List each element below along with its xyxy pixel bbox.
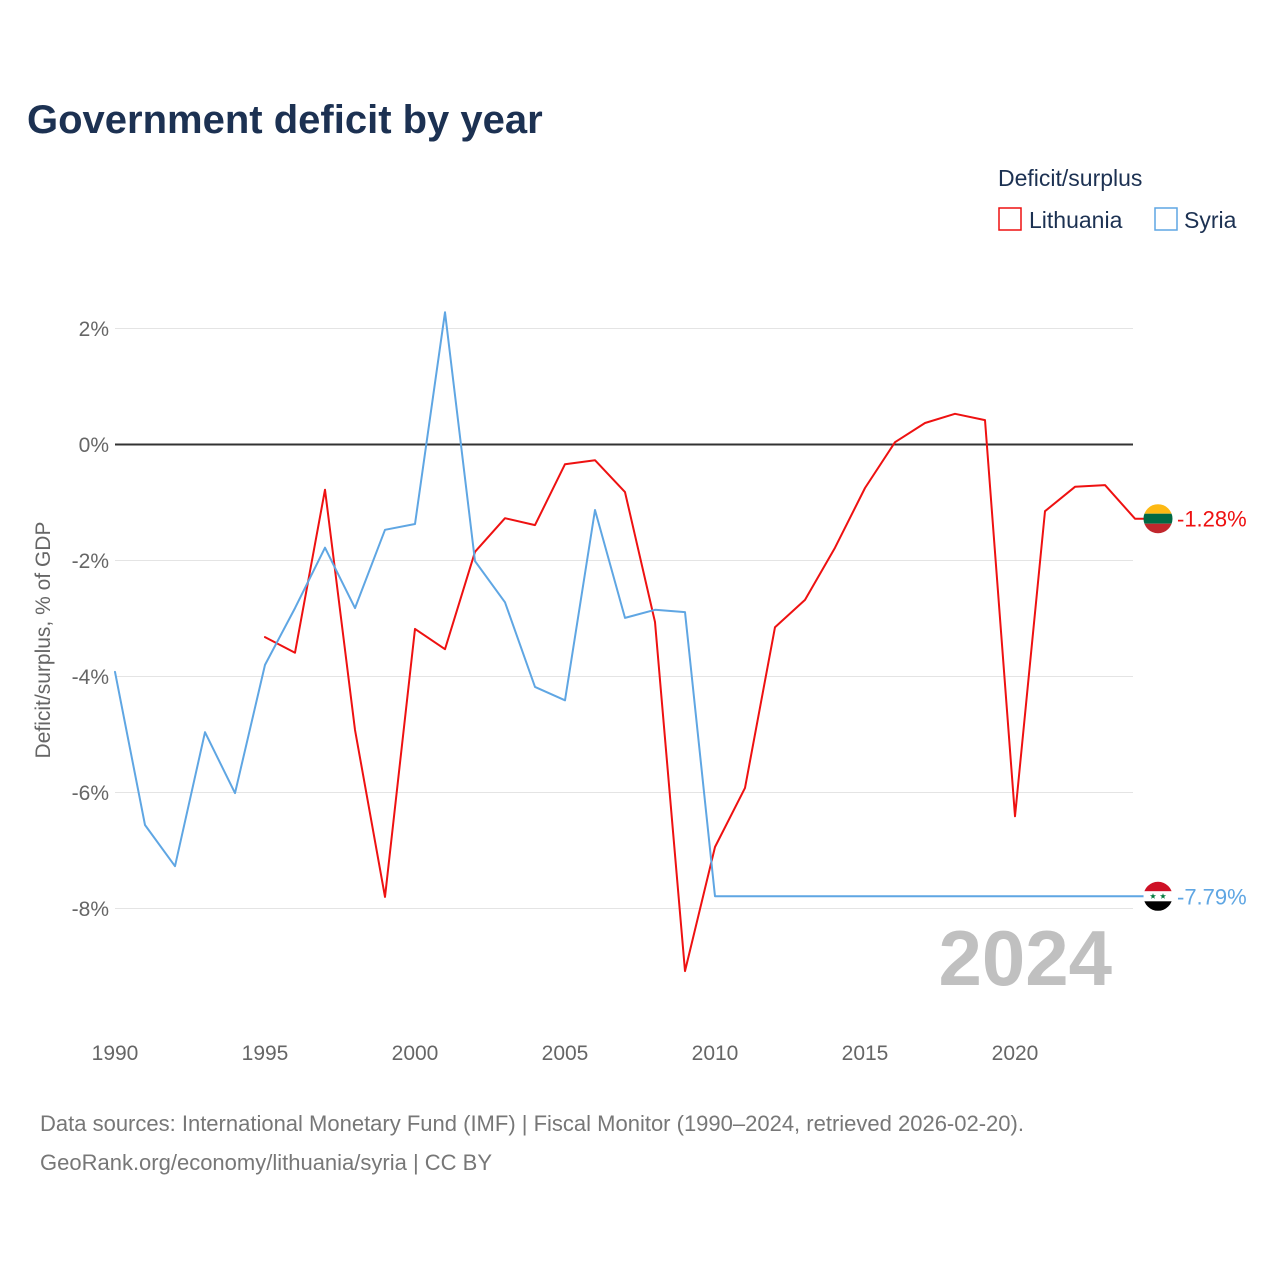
x-tick-label: 2010 xyxy=(692,1042,739,1065)
x-tick-label: 2015 xyxy=(842,1042,889,1065)
end-label-syria: -7.79% xyxy=(1177,884,1247,909)
y-axis-ticks: 2% 0% -2% -4% -6% -8% xyxy=(72,318,109,921)
lithuania-flag-icon xyxy=(1143,504,1173,534)
gridlines xyxy=(115,328,1133,909)
legend-title: Deficit/surplus xyxy=(998,165,1142,191)
y-tick-label: 0% xyxy=(79,434,109,457)
legend-swatch-syria xyxy=(1154,207,1178,231)
legend: Deficit/surplus Lithuania Syria xyxy=(998,165,1237,233)
series-lines xyxy=(114,311,1149,973)
x-tick-label: 2005 xyxy=(542,1042,589,1065)
source-attribution: GeoRank.org/economy/lithuania/syria | CC… xyxy=(40,1150,492,1175)
series-line-lithuania xyxy=(264,412,1149,973)
y-axis-label: Deficit/surplus, % of GDP xyxy=(32,522,55,759)
chart-title: Government deficit by year xyxy=(27,98,543,142)
legend-item-lithuania: Lithuania xyxy=(998,207,1123,233)
x-axis-ticks: 1990 1995 2000 2005 2010 2015 2020 xyxy=(92,1042,1039,1065)
legend-label-lithuania: Lithuania xyxy=(1029,207,1123,233)
legend-label-syria: Syria xyxy=(1184,207,1237,233)
x-tick-label: 2000 xyxy=(392,1042,439,1065)
x-tick-label: 1995 xyxy=(242,1042,289,1065)
y-tick-label: -6% xyxy=(72,782,109,805)
series-line-syria xyxy=(114,311,1149,898)
y-tick-label: -2% xyxy=(72,550,109,573)
end-label-lithuania: -1.28% xyxy=(1177,507,1247,532)
y-tick-label: -4% xyxy=(72,666,109,689)
legend-item-syria: Syria xyxy=(1154,207,1237,233)
year-watermark: 2024 xyxy=(938,914,1112,1002)
syria-flag-icon xyxy=(1143,881,1173,911)
x-tick-label: 2020 xyxy=(992,1042,1039,1065)
data-sources: Data sources: International Monetary Fun… xyxy=(40,1111,1024,1136)
y-tick-label: -8% xyxy=(72,898,109,921)
legend-swatch-lithuania xyxy=(998,207,1022,231)
y-tick-label: 2% xyxy=(79,318,109,341)
x-tick-label: 1990 xyxy=(92,1042,139,1065)
